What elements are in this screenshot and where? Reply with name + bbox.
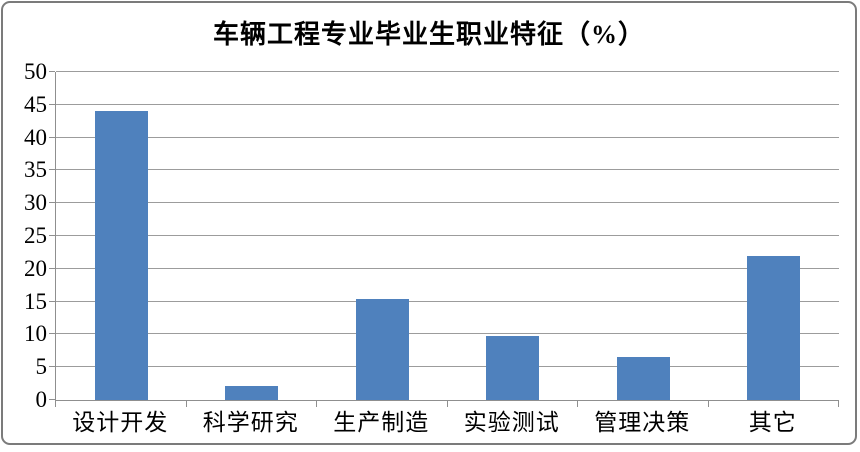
y-axis-label: 35 [24,157,47,183]
chart-frame: 车辆工程专业毕业生职业特征（%） 0 5 10 15 20 25 30 35 40 45 50 设计… [1,1,857,445]
y-axis-label: 45 [24,91,47,117]
y-axis-label: 25 [24,223,47,248]
gridline [56,169,839,171]
gridline [56,202,839,204]
y-axis-tick [49,235,55,236]
gridline [56,71,839,72]
y-axis-label: 15 [24,288,47,314]
x-axis-label: 实验测试 [463,410,560,435]
y-axis-tick [49,333,55,335]
x-axis-label: 管理决策 [594,410,691,435]
gridline [56,136,839,138]
y-axis-tick [49,399,55,400]
gridline [56,103,839,105]
y-axis-label: 30 [24,190,47,216]
x-axis-tick [186,401,187,407]
gridline [56,366,839,368]
y-axis-tick [49,202,55,204]
y-axis-label: 40 [24,124,47,150]
y-axis-tick [49,103,55,105]
y-axis-tick [49,169,55,171]
bar-其它 [747,255,801,400]
x-axis-label: 其它 [748,410,797,435]
x-axis-tick [577,401,578,407]
bar-生产制造 [355,298,409,400]
x-axis-tick [447,401,448,407]
y-axis-tick [49,366,55,368]
gridline [56,333,839,335]
x-axis-label: 科学研究 [202,410,299,435]
x-axis-label: 设计开发 [72,410,169,435]
chart-title: 车辆工程专业毕业生职业特征（%） [212,20,645,49]
y-axis-label: 50 [24,59,47,84]
gridline [56,235,839,236]
x-axis-label: 生产制造 [333,410,430,435]
x-axis-tick [316,401,317,407]
x-axis-tick [708,401,709,407]
plot-area [55,71,839,401]
bar-管理决策 [616,356,670,400]
y-axis-label: 5 [35,354,48,380]
y-axis-label: 20 [24,255,47,281]
gridline [56,300,839,302]
y-axis-label: 0 [35,387,48,412]
y-axis-tick [49,71,55,72]
y-axis-label: 10 [24,321,47,347]
y-axis-tick [49,136,55,138]
x-axis-tick [838,401,839,407]
bar-实验测试 [486,335,540,400]
y-axis-tick [49,300,55,302]
bar-科学研究 [225,385,279,400]
x-axis-tick [55,401,56,407]
gridline [56,267,839,269]
y-axis-tick [49,267,55,269]
bar-设计开发 [94,111,148,400]
